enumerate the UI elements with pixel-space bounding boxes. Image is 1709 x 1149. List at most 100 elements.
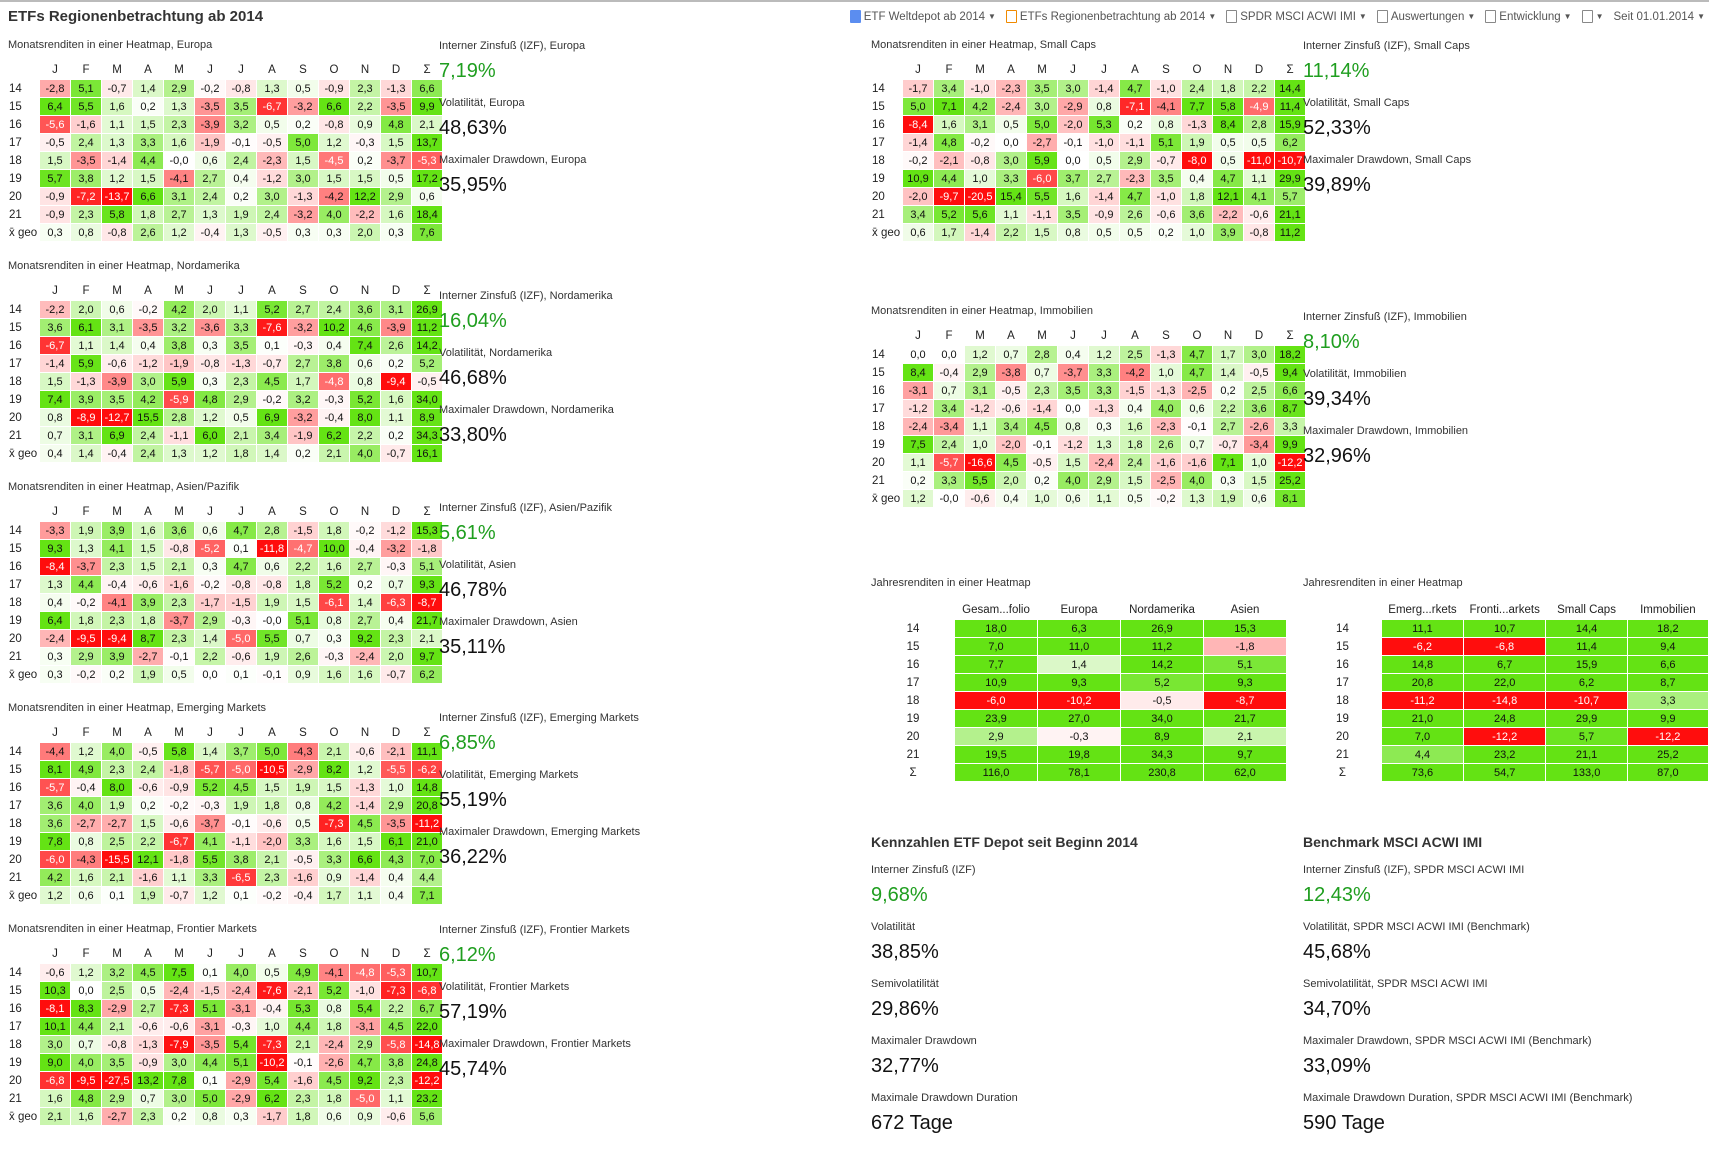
heatmap-cell: -2,3	[257, 152, 287, 169]
heatmap-cell: 0,6	[257, 558, 287, 575]
heatmap-cell: 4,8	[934, 134, 964, 151]
heatmap-cell: -5,7	[40, 779, 70, 796]
heatmap-cell: 23,2	[1464, 746, 1546, 763]
heatmap-cell: -1,8	[164, 761, 194, 778]
heatmap-cell: 23,9	[955, 710, 1037, 727]
heatmap-cell: -0,5	[257, 134, 287, 151]
month-header: Σ	[423, 63, 431, 76]
heatmap-cell: 2,4	[71, 134, 101, 151]
heatmap-cell: 24,8	[412, 1054, 442, 1071]
heatmap-cell: 1,3	[102, 134, 132, 151]
heatmap-title: Monatsrenditen in einer Heatmap, Frontie…	[8, 923, 257, 935]
month-header: J	[207, 505, 213, 518]
heatmap-cell: 0,7	[133, 1090, 163, 1107]
heatmap-cell: 5,9	[1027, 152, 1057, 169]
month-header: Σ	[1286, 329, 1294, 342]
table-row: 19 9,0 4,0 3,5 -0,9 3,0 4,4 5,1 -10,2 -0,1 -2,6 4,7…	[9, 1054, 442, 1071]
heatmap-cell: 6,7	[1464, 656, 1546, 673]
heatmap-cell: -2,1	[381, 743, 411, 760]
heatmap-cell: 5,5	[257, 630, 287, 647]
heatmap-cell: -0,7	[1151, 152, 1181, 169]
heatmap-cell: -12,2	[412, 1072, 442, 1089]
stat-value: 48,63%	[439, 117, 507, 139]
toolbar-item-6[interactable]: Seit 01.01.2014 ▼	[1614, 11, 1706, 23]
heatmap-cell: 2,2	[288, 558, 318, 575]
heatmap-cell: -6,1	[319, 594, 349, 611]
table-row: x̄ geo 0,6 1,7 -1,4 2,2 1,5 0,8 0,5 0,5 0,2 1,0 3,9…	[872, 224, 1305, 241]
heatmap-cell: 1,9	[226, 206, 256, 223]
year-label: 14	[9, 743, 39, 760]
heatmap-cell: 22,0	[412, 1018, 442, 1035]
heatmap-cell: -0,5	[133, 743, 163, 760]
heatmap-cell: 0,0	[996, 134, 1026, 151]
heatmap-cell: 4,5	[350, 815, 380, 832]
toolbar-item-5[interactable]: ▼	[1581, 10, 1604, 23]
heatmap-table: J F M A M J J A S O N D Σ 14 -4,4 1,2 4,0 -0,5 5,8 1,4 3,7 5,…	[8, 722, 443, 905]
heatmap-cell: 2,9	[226, 391, 256, 408]
heatmap-cell: 5,5	[965, 472, 995, 489]
heatmap-cell: 4,7	[1213, 170, 1243, 187]
heatmap-cell: 34,0	[412, 391, 442, 408]
heatmap-cell: 7,0	[412, 851, 442, 868]
heatmap-cell: 2,9	[1120, 152, 1150, 169]
toolbar-item-2[interactable]: SPDR MSCI ACWI IMI ▼	[1226, 10, 1367, 23]
toolbar-item-1[interactable]: ETFs Regionenbetrachtung ab 2014 ▼	[1005, 10, 1216, 23]
heatmap-cell: 2,4	[133, 427, 163, 444]
stat-value: 8,10%	[1303, 331, 1360, 353]
heatmap-cell: 5,0	[1027, 116, 1057, 133]
heatmap-cell: -1,3	[133, 1036, 163, 1053]
toolbar-item-3[interactable]: Auswertungen ▼	[1376, 10, 1475, 23]
heatmap-cell: -7,9	[164, 1036, 194, 1053]
heatmap-cell: 0,8	[40, 409, 70, 426]
stat-label: Interner Zinsfuß (IZF), Asien/Pazifik	[439, 502, 612, 514]
toolbar-item-0[interactable]: ETF Weltdepot ab 2014 ▼	[849, 10, 996, 23]
heatmap-cell: -1,5	[195, 982, 225, 999]
table-row: 18 -2,4 -3,4 1,1 3,4 4,5 0,8 0,3 1,6 -2,3 -0,1 2,7-…	[872, 418, 1305, 435]
heatmap-cell: -3,2	[288, 409, 318, 426]
heatmap-cell: 0,3	[195, 373, 225, 390]
heatmap-cell: 4,1	[1244, 188, 1274, 205]
heatmap-cell: -4,8	[319, 373, 349, 390]
heatmap-cell: 0,6	[1058, 490, 1088, 507]
stat-value: 590 Tage	[1303, 1112, 1385, 1134]
stat-label: Interner Zinsfuß (IZF), Nordamerika	[439, 290, 613, 302]
heatmap-cell: -10,2	[1038, 692, 1120, 709]
heatmap-cell: -0,2	[195, 576, 225, 593]
page-title: ETFs Regionenbetrachtung ab 2014	[8, 8, 264, 25]
table-row: 14 -1,7 3,4 -1,0 -2,3 3,5 3,0 -1,4 4,7 -1,0 2,4 1,8…	[872, 80, 1305, 97]
heatmap-cell: 2,3	[288, 1090, 318, 1107]
heatmap-cell: 1,1	[102, 116, 132, 133]
year-label: 20	[1304, 728, 1381, 745]
year-label: 20	[9, 409, 39, 426]
heatmap-cell: 1,2	[102, 170, 132, 187]
table-row: 20 0,8 -8,9 -12,7 15,5 2,8 1,2 0,5 6,9 -3,2 -0,4 8,…	[9, 409, 442, 426]
heatmap-cell: -7,6	[257, 982, 287, 999]
year-label: 19	[9, 391, 39, 408]
heatmap-title: Monatsrenditen in einer Heatmap, Asien/P…	[8, 481, 240, 493]
heatmap-cell: -1,3	[71, 373, 101, 390]
heatmap-cell: 4,0	[71, 1054, 101, 1071]
heatmap-cell: 4,4	[412, 869, 442, 886]
month-header: J	[238, 505, 244, 518]
heatmap-cell: -0,4	[288, 887, 318, 904]
year-label: 14	[9, 964, 39, 981]
heatmap-cell: 2,7	[1089, 170, 1119, 187]
table-row: x̄ geo 2,1 1,6 -2,7 2,3 0,2 0,8 0,3 -1,7 1,8 0,6 0,…	[9, 1108, 442, 1125]
heatmap-cell: 2,2	[350, 98, 380, 115]
month-header: J	[238, 726, 244, 739]
month-header: A	[144, 726, 152, 739]
toolbar-item-4[interactable]: Entwicklung ▼	[1485, 10, 1572, 23]
table-row: 20 2,9 -0,3 8,9 2,1	[872, 728, 1286, 745]
heatmap-cell: 4,2	[40, 869, 70, 886]
heatmap-cell: -13,7	[102, 188, 132, 205]
heatmap-cell: -1,6	[164, 576, 194, 593]
year-label: 17	[9, 355, 39, 372]
heatmap-cell: -0,2	[257, 391, 287, 408]
heatmap-cell: -3,1	[226, 1000, 256, 1017]
stats-small-caps: Interner Zinsfuß (IZF), Small Caps 11,14%…	[1303, 40, 1471, 211]
corner-cell	[9, 60, 39, 79]
heatmap-cell: 7,8	[40, 833, 70, 850]
heatmap-cell: 1,2	[319, 134, 349, 151]
heatmap-cell: -14,8	[1464, 692, 1546, 709]
heatmap-cell: -10,2	[257, 1054, 287, 1071]
